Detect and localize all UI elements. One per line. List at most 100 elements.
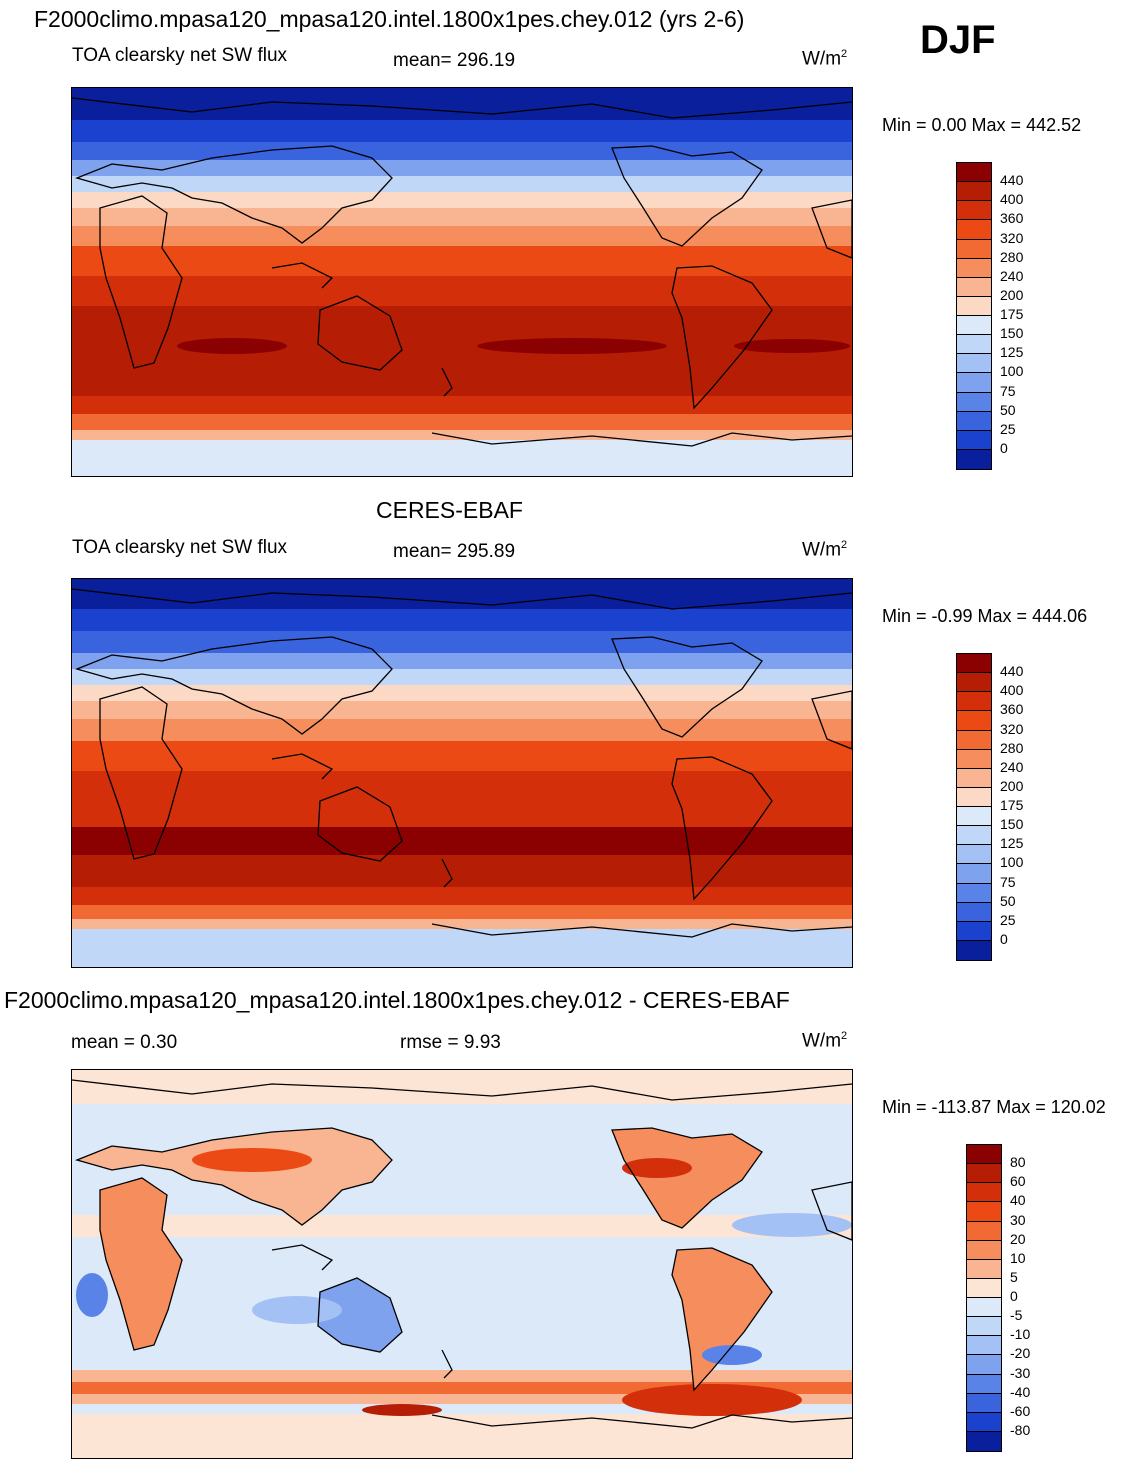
colorbar-swatch: [957, 201, 991, 221]
colorbar-swatch: [967, 1221, 1001, 1241]
colorbar-swatch: [967, 1374, 1001, 1394]
panel-diff-minmax: Min = -113.87 Max = 120.02: [882, 1097, 1106, 1117]
colorbar-swatch: [967, 1259, 1001, 1279]
panel-obs-map-svg: [72, 579, 852, 967]
colorbar-swatch: [967, 1145, 1001, 1165]
colorbar-tick-label: 75: [1000, 382, 1016, 399]
colorbar-swatch: [957, 864, 991, 884]
colorbar-tick-label: -30: [1010, 1364, 1031, 1381]
colorbar-tick-label: 360: [1000, 210, 1024, 227]
panel-obs-colorbar: [956, 653, 992, 961]
colorbar-tick-label: -40: [1010, 1383, 1031, 1400]
colorbar-swatch: [967, 1278, 1001, 1298]
colorbar-tick-label: 20: [1010, 1230, 1026, 1247]
colorbar-swatch: [967, 1431, 1001, 1451]
colorbar-tick-label: 5: [1010, 1268, 1018, 1285]
colorbar-tick-label: 360: [1000, 701, 1024, 718]
colorbar-tick-label: 10: [1010, 1249, 1026, 1266]
panel-obs-variable-label: TOA clearsky net SW flux: [72, 537, 288, 558]
colorbar-tick-label: 50: [1000, 892, 1016, 909]
colorbar-swatch: [957, 182, 991, 202]
panel-model-mean-label: mean= 296.19: [393, 50, 516, 71]
panel-obs-section-title: CERES-EBAF: [376, 497, 523, 523]
panel-diff-map-svg: [72, 1070, 852, 1458]
colorbar-tick-label: 125: [1000, 835, 1024, 852]
colorbar-tick-label: 320: [1000, 229, 1024, 246]
colorbar-tick-label: 25: [1000, 420, 1016, 437]
colorbar-tick-label: 280: [1000, 739, 1024, 756]
colorbar-tick-label: 440: [1000, 172, 1024, 189]
colorbar-tick-label: 200: [1000, 286, 1024, 303]
colorbar-tick-label: 440: [1000, 663, 1024, 680]
colorbar-swatch: [967, 1355, 1001, 1375]
panel-model-units: W/m2: [802, 48, 848, 70]
panel-obs-map: [71, 578, 853, 968]
colorbar-tick-label: 100: [1000, 363, 1024, 380]
season-label: DJF: [920, 18, 996, 62]
panel-diff-map: [71, 1069, 853, 1459]
colorbar-tick-label: 175: [1000, 306, 1024, 322]
colorbar-swatch: [957, 258, 991, 278]
colorbar-swatch: [967, 1412, 1001, 1432]
panel-obs-minmax: Min = -0.99 Max = 444.06: [882, 606, 1088, 626]
colorbar-swatch: [967, 1164, 1001, 1184]
colorbar-tick-label: 0: [1010, 1288, 1018, 1304]
colorbar-swatch: [967, 1240, 1001, 1260]
colorbar-swatch: [957, 296, 991, 316]
colorbar-swatch: [957, 902, 991, 922]
colorbar-tick-label: 240: [1000, 758, 1024, 775]
panel-obs-mean-label: mean= 295.89: [393, 541, 516, 562]
colorbar-swatch: [957, 654, 991, 674]
colorbar-tick-label: 0: [1000, 930, 1008, 947]
colorbar-swatch: [957, 335, 991, 355]
panel-model-variable-label: TOA clearsky net SW flux: [72, 45, 288, 66]
colorbar-swatch: [957, 692, 991, 712]
colorbar-swatch: [957, 373, 991, 393]
colorbar-tick-label: 75: [1000, 873, 1016, 890]
colorbar-swatch: [967, 1317, 1001, 1337]
colorbar-swatch: [957, 411, 991, 431]
colorbar-swatch: [957, 768, 991, 788]
colorbar-swatch: [967, 1202, 1001, 1222]
colorbar-tick-label: -80: [1010, 1421, 1031, 1438]
colorbar-tick-label: 100: [1000, 854, 1024, 871]
colorbar-tick-label: -5: [1010, 1307, 1023, 1324]
colorbar-swatch: [957, 883, 991, 903]
colorbar-swatch: [967, 1336, 1001, 1356]
colorbar-tick-label: 150: [1000, 816, 1024, 833]
colorbar-tick-label: 200: [1000, 777, 1024, 794]
colorbar-swatch: [967, 1393, 1001, 1413]
colorbar-tick-label: 25: [1000, 911, 1016, 928]
colorbar-swatch: [957, 430, 991, 450]
colorbar-swatch: [957, 711, 991, 731]
colorbar-swatch: [957, 392, 991, 412]
colorbar-tick-label: -20: [1010, 1345, 1031, 1362]
colorbar-swatch: [957, 921, 991, 941]
figure-title: F2000climo.mpasa120_mpasa120.intel.1800x…: [34, 6, 745, 32]
panel-model-map: [71, 87, 853, 477]
colorbar-swatch: [957, 826, 991, 846]
colorbar-tick-label: 400: [1000, 191, 1024, 208]
panel-model-minmax: Min = 0.00 Max = 442.52: [882, 115, 1082, 135]
colorbar-swatch: [957, 673, 991, 693]
colorbar-swatch: [957, 787, 991, 807]
colorbar-swatch: [957, 940, 991, 960]
colorbar-swatch: [967, 1183, 1001, 1203]
panel-model-map-svg: [72, 88, 852, 476]
colorbar-tick-label: 125: [1000, 344, 1024, 361]
colorbar-swatch: [957, 163, 991, 183]
panel-diff-section-title: F2000climo.mpasa120_mpasa120.intel.1800x…: [4, 987, 790, 1013]
colorbar-swatch: [957, 354, 991, 374]
colorbar-swatch: [957, 449, 991, 469]
colorbar-swatch: [957, 845, 991, 865]
panel-diff-rmse-label: rmse = 9.93: [400, 1032, 501, 1053]
panel-model-colorbar: [956, 162, 992, 470]
colorbar-tick-label: 150: [1000, 325, 1024, 342]
panel-obs-units: W/m2: [802, 539, 848, 561]
panel-diff-mean-label: mean = 0.30: [71, 1032, 178, 1053]
colorbar-swatch: [957, 277, 991, 297]
colorbar-tick-label: 30: [1010, 1211, 1026, 1228]
colorbar-swatch: [957, 807, 991, 827]
colorbar-tick-label: 400: [1000, 682, 1024, 699]
colorbar-swatch: [957, 749, 991, 769]
